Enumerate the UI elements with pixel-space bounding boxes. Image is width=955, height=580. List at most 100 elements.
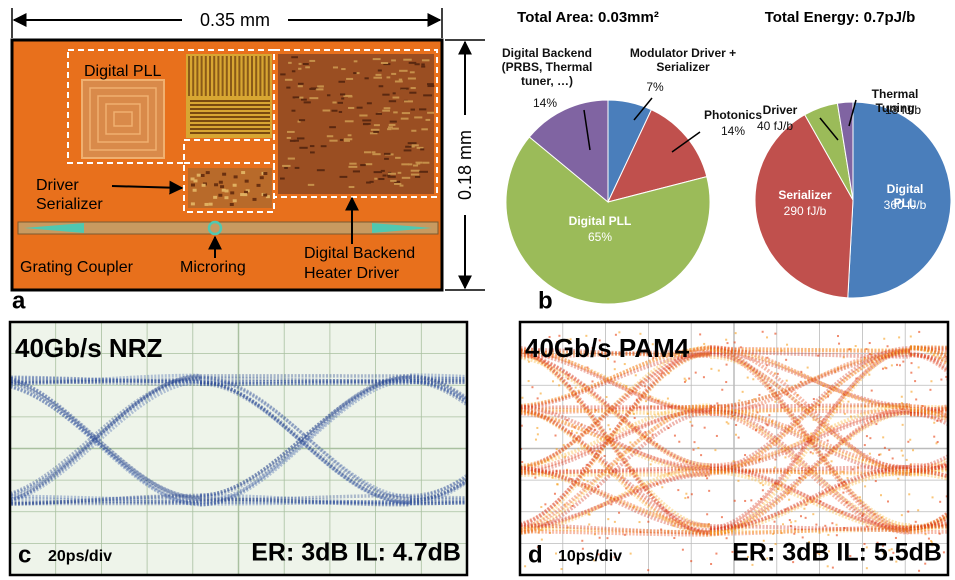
eye-timescale: 20ps/div bbox=[48, 548, 112, 565]
driver-cell bbox=[241, 171, 245, 174]
noise-dot bbox=[774, 333, 776, 335]
noise-dot bbox=[537, 433, 539, 435]
noise-dot bbox=[891, 364, 893, 366]
backend-cell bbox=[399, 70, 408, 72]
driver-cell bbox=[224, 196, 228, 199]
backend-cell bbox=[401, 118, 409, 120]
eye-trace bbox=[0, 501, 200, 502]
driver-cell bbox=[253, 198, 257, 201]
noise-dot bbox=[691, 425, 693, 427]
noise-dot bbox=[883, 338, 885, 340]
noise-dot bbox=[604, 455, 606, 457]
logic-stripe bbox=[205, 56, 207, 96]
noise-dot bbox=[824, 525, 826, 527]
noise-dot bbox=[667, 398, 669, 400]
slice-value-label: 7% bbox=[646, 80, 663, 94]
backend-cell bbox=[287, 131, 295, 133]
panel-label: a bbox=[12, 287, 26, 314]
noise-dot bbox=[864, 444, 866, 446]
noise-dot bbox=[557, 483, 559, 485]
backend-cell bbox=[282, 165, 290, 167]
noise-dot bbox=[735, 332, 737, 334]
backend-cell bbox=[426, 119, 431, 121]
noise-dot bbox=[703, 376, 705, 378]
backend-cell bbox=[364, 151, 371, 153]
panel-label: b bbox=[538, 287, 553, 314]
noise-dot bbox=[869, 437, 871, 439]
noise-dot bbox=[650, 463, 652, 465]
noise-dot bbox=[726, 364, 728, 366]
backend-cell bbox=[280, 178, 285, 180]
noise-dot bbox=[725, 339, 727, 341]
backend-cell bbox=[310, 145, 314, 147]
backend-cell bbox=[280, 73, 285, 75]
logic-row bbox=[190, 120, 270, 122]
noise-dot bbox=[762, 489, 764, 491]
noise-dot bbox=[576, 432, 578, 434]
noise-dot bbox=[695, 372, 697, 374]
noise-dot bbox=[591, 380, 593, 382]
backend-cell bbox=[353, 170, 360, 172]
logic-stripe bbox=[247, 56, 249, 96]
figure-canvas: Digital PLLDriverSerializerDigital Backe… bbox=[0, 0, 955, 580]
backend-cell bbox=[378, 178, 384, 180]
noise-dot bbox=[906, 459, 908, 461]
noise-dot bbox=[762, 331, 764, 333]
backend-cell bbox=[373, 58, 381, 60]
backend-cell bbox=[393, 92, 396, 94]
chart-title: Total Area: 0.03mm² bbox=[517, 9, 659, 26]
backend-cell bbox=[421, 128, 428, 130]
noise-dot bbox=[544, 503, 546, 505]
backend-cell bbox=[404, 100, 413, 102]
backend-cell bbox=[412, 144, 419, 146]
logic-stripe bbox=[230, 56, 232, 96]
noise-dot bbox=[875, 423, 877, 425]
noise-dot bbox=[758, 394, 760, 396]
noise-dot bbox=[766, 336, 768, 338]
backend-cell bbox=[316, 88, 323, 90]
backend-cell bbox=[332, 101, 336, 103]
backend-cell bbox=[363, 123, 371, 125]
noise-dot bbox=[554, 493, 556, 495]
noise-dot bbox=[738, 437, 740, 439]
noise-dot bbox=[726, 537, 728, 539]
noise-dot bbox=[907, 511, 909, 513]
noise-dot bbox=[684, 497, 686, 499]
noise-dot bbox=[907, 441, 909, 443]
backend-cell bbox=[411, 170, 420, 172]
noise-dot bbox=[588, 523, 590, 525]
noise-dot bbox=[737, 480, 739, 482]
logic-stripe bbox=[213, 56, 215, 96]
noise-dot bbox=[902, 455, 904, 457]
noise-dot bbox=[750, 499, 752, 501]
backend-cell bbox=[366, 182, 371, 184]
noise-dot bbox=[782, 523, 784, 525]
noise-dot bbox=[678, 441, 680, 443]
backend-cell bbox=[309, 88, 315, 90]
noise-dot bbox=[624, 363, 626, 365]
driver-cell bbox=[197, 174, 201, 177]
backend-cell bbox=[301, 99, 307, 101]
logic-stripe bbox=[222, 56, 224, 96]
eye-timescale: 10ps/div bbox=[558, 548, 622, 565]
slice-value-label: 360 fJ/b bbox=[884, 198, 927, 212]
backend-cell bbox=[298, 83, 304, 85]
backend-cell bbox=[309, 60, 315, 62]
backend-cell bbox=[285, 79, 293, 81]
noise-dot bbox=[581, 540, 583, 542]
backend-cell bbox=[393, 111, 397, 113]
noise-dot bbox=[785, 359, 787, 361]
backend-cell bbox=[339, 111, 342, 113]
driver-cell bbox=[263, 194, 267, 197]
noise-dot bbox=[786, 380, 788, 382]
backend-cell bbox=[382, 94, 389, 96]
noise-dot bbox=[866, 435, 868, 437]
noise-dot bbox=[933, 436, 935, 438]
noise-dot bbox=[644, 385, 646, 387]
backend-cell bbox=[388, 173, 396, 175]
backend-cell bbox=[392, 128, 399, 130]
backend-cell bbox=[378, 69, 382, 71]
noise-dot bbox=[558, 384, 560, 386]
noise-dot bbox=[693, 449, 695, 451]
backend-cell bbox=[411, 130, 416, 132]
